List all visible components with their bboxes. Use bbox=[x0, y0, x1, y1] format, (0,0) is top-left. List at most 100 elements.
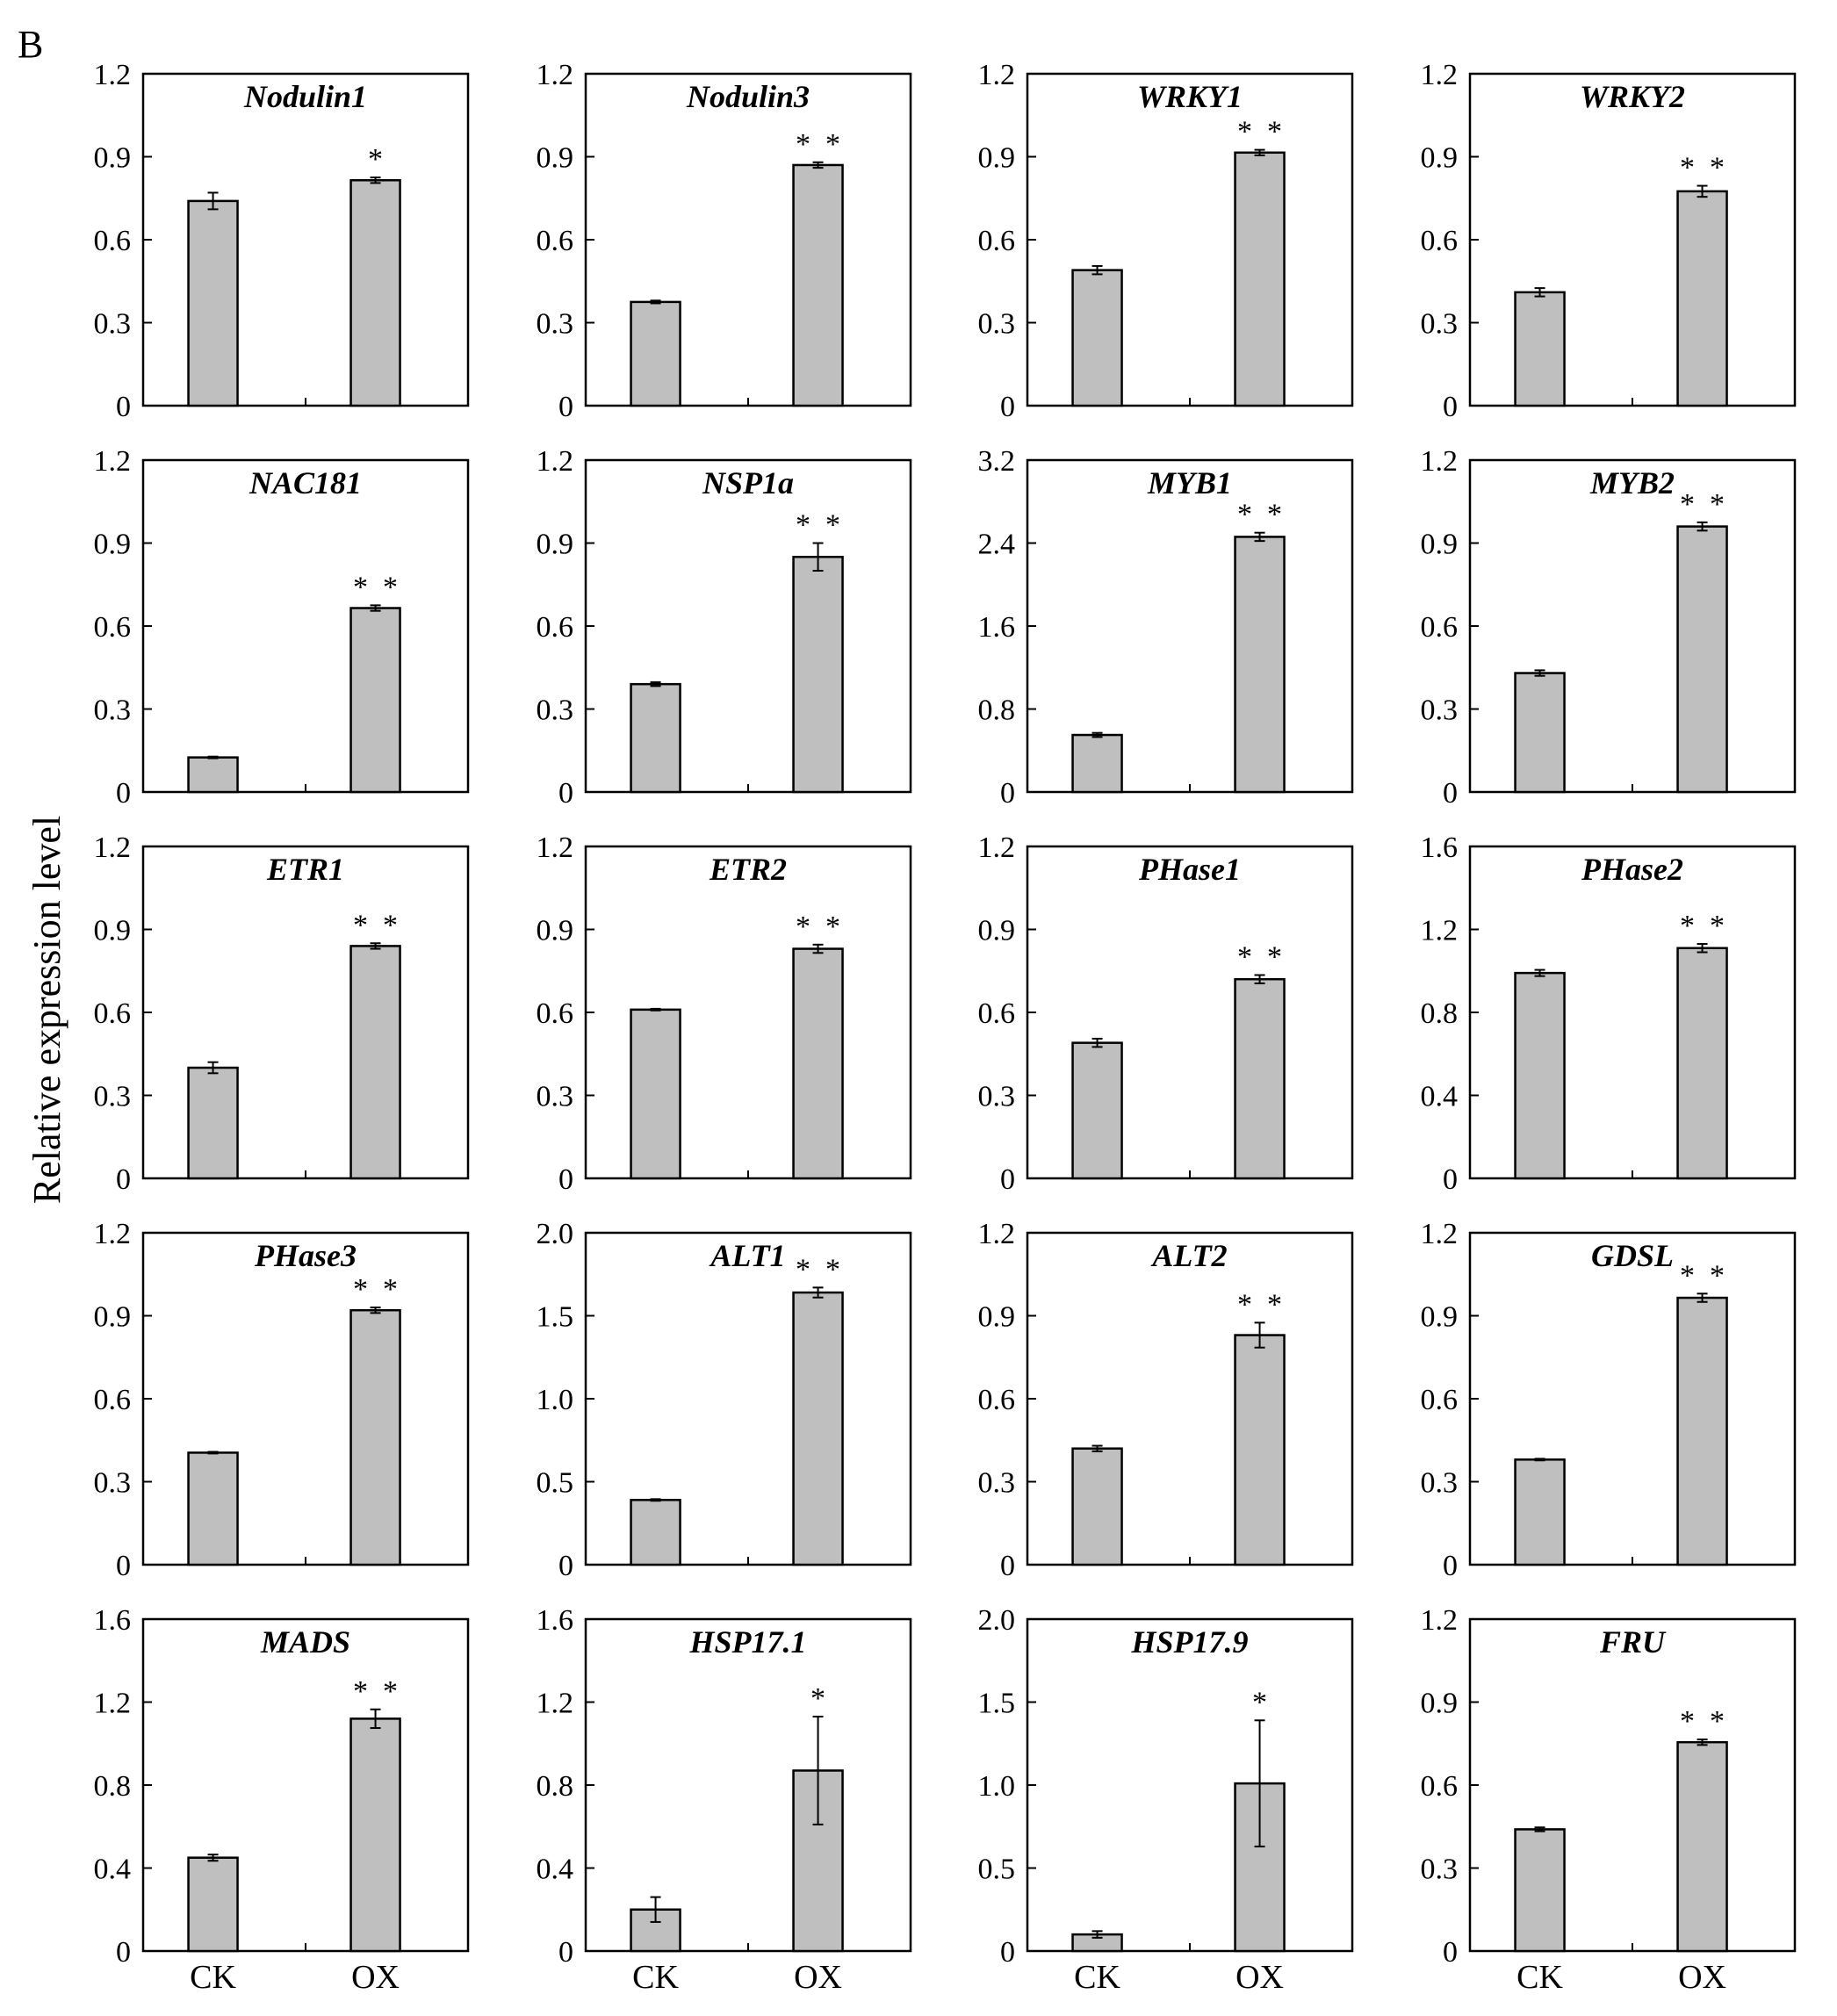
chart-panel-nac181: 0 0.3 0.6 0.9 1.2 * * NAC181 bbox=[94, 445, 470, 810]
bar-ck bbox=[187, 1066, 239, 1180]
y-tick-label: 0 bbox=[1443, 1936, 1458, 1969]
y-tick-label: 1.2 bbox=[94, 59, 132, 91]
bar-ck bbox=[630, 1008, 681, 1180]
significance-marker: * * bbox=[1680, 1705, 1725, 1738]
y-tick-label: 0.3 bbox=[1421, 695, 1459, 727]
y-tick-label: 0 bbox=[558, 1936, 573, 1969]
y-tick-label: 0.5 bbox=[978, 1854, 1016, 1886]
y-tick-label: 0.3 bbox=[94, 308, 132, 341]
y-tick-label: 1.5 bbox=[978, 1688, 1016, 1720]
gene-title: HSP17.1 bbox=[688, 1624, 806, 1660]
bar-ck bbox=[630, 300, 681, 407]
bar-ox bbox=[1234, 151, 1286, 407]
y-tick-label: 0.9 bbox=[94, 142, 132, 175]
y-tick-label: 1.2 bbox=[537, 1688, 574, 1720]
y-tick-label: 1.2 bbox=[94, 1688, 132, 1720]
y-tick-label: 1.2 bbox=[537, 59, 574, 91]
y-tick-label: 0.9 bbox=[537, 142, 574, 175]
gene-title: Nodulin3 bbox=[686, 79, 810, 114]
chart-panel-phase3: 0 0.3 0.6 0.9 1.2 * *PHase3 bbox=[94, 1218, 470, 1582]
y-tick-label: 0.9 bbox=[94, 529, 132, 561]
bar-ox bbox=[792, 556, 844, 794]
chart-panel-wrky1: 0 0.3 0.6 0.9 1.2 * *WRKY1 bbox=[978, 59, 1354, 423]
y-tick-label: 0.9 bbox=[537, 915, 574, 947]
chart-panel-nsp1a: 0 0.3 0.6 0.9 1.2 * *NSP1a bbox=[537, 445, 912, 810]
y-tick-label: 0.6 bbox=[94, 611, 132, 644]
y-tick-label: 0 bbox=[1443, 777, 1458, 810]
y-tick-label: 0 bbox=[116, 777, 131, 810]
bar-ck bbox=[1514, 1458, 1566, 1566]
significance-marker: * * bbox=[353, 1675, 398, 1708]
y-tick-label: 0.3 bbox=[978, 1467, 1016, 1500]
y-tick-label: 0.6 bbox=[1421, 1384, 1459, 1416]
y-tick-label: 0 bbox=[1000, 777, 1015, 810]
significance-marker: * * bbox=[1680, 910, 1725, 942]
x-category-label: CK bbox=[632, 1959, 679, 1996]
chart-panel-gdsl: 0 0.3 0.6 0.9 1.2 * *GDSL bbox=[1421, 1218, 1797, 1582]
y-tick-label: 3.2 bbox=[978, 445, 1016, 478]
y-tick-label: 1.2 bbox=[94, 832, 132, 864]
y-tick-label: 0 bbox=[1443, 391, 1458, 423]
y-tick-label: 0.3 bbox=[94, 1081, 132, 1113]
y-tick-label: 0 bbox=[116, 1936, 131, 1969]
y-tick-label: 1.2 bbox=[94, 445, 132, 478]
chart-panel-hsp17-1: 0 0.4 0.8 1.2 1.6 CK * OX HSP17.1 bbox=[537, 1604, 912, 1996]
significance-marker: * * bbox=[796, 509, 840, 542]
y-tick-label: 0 bbox=[116, 1163, 131, 1196]
y-tick-label: 1.2 bbox=[537, 445, 574, 478]
chart-panel-phase1: 0 0.3 0.6 0.9 1.2 * * PHase1 bbox=[978, 832, 1354, 1196]
gene-title: HSP17.9 bbox=[1130, 1624, 1248, 1660]
y-tick-label: 2.4 bbox=[978, 529, 1016, 561]
bar-ox bbox=[1676, 1740, 1728, 1953]
bar-ck bbox=[1071, 1447, 1123, 1566]
y-tick-label: 0.3 bbox=[978, 308, 1016, 341]
y-tick-label: 0.6 bbox=[537, 611, 574, 644]
bar-ox bbox=[1676, 190, 1728, 407]
bar-ox bbox=[1676, 947, 1728, 1180]
bar-ox bbox=[1234, 1334, 1286, 1566]
y-tick-label: 0.3 bbox=[537, 1081, 574, 1113]
chart-panel-hsp17-9: 0 0.5 1.0 1.5 2.0 CK * OX HSP17.9 bbox=[978, 1604, 1354, 1996]
y-tick-label: 0 bbox=[1000, 391, 1015, 423]
y-tick-label: 2.0 bbox=[978, 1604, 1016, 1637]
bar-ox bbox=[1676, 1296, 1728, 1566]
bar-ck bbox=[630, 682, 681, 794]
significance-marker: * * bbox=[796, 911, 840, 943]
y-tick-label: 0.9 bbox=[978, 1301, 1016, 1334]
chart-panel-nodulin3: 0 0.3 0.6 0.9 1.2 * * Nodulin3 bbox=[537, 59, 912, 423]
bar-ox bbox=[792, 163, 844, 407]
gene-title: ALT2 bbox=[1150, 1238, 1227, 1273]
y-tick-label: 0 bbox=[558, 1163, 573, 1196]
bar-ox bbox=[349, 945, 401, 1180]
bar-ck bbox=[1071, 1041, 1123, 1180]
bar-ck bbox=[187, 1856, 239, 1953]
y-tick-label: 0.3 bbox=[94, 1467, 132, 1500]
bar-ox bbox=[1676, 525, 1728, 794]
bar-ox bbox=[792, 947, 844, 1180]
x-category-label: CK bbox=[1516, 1959, 1563, 1996]
significance-marker: * * bbox=[796, 1253, 840, 1285]
gene-title: Nodulin1 bbox=[243, 79, 367, 114]
y-tick-label: 1.2 bbox=[978, 59, 1016, 91]
y-tick-label: 0.9 bbox=[94, 1301, 132, 1334]
y-tick-label: 1.6 bbox=[94, 1604, 132, 1637]
y-axis-label: Relative expression level bbox=[25, 816, 68, 1204]
y-tick-label: 1.2 bbox=[537, 832, 574, 864]
gene-title: ETR1 bbox=[266, 852, 344, 887]
bar-ox bbox=[792, 1291, 844, 1566]
chart-panel-nodulin1: 0 0.3 0.6 0.9 1.2 *Nodulin1 bbox=[94, 59, 470, 423]
chart-panel-phase2: 0 0.4 0.8 1.2 1.6 * * PHase2 bbox=[1421, 832, 1797, 1196]
gene-title: WRKY1 bbox=[1137, 79, 1243, 114]
y-tick-label: 0.9 bbox=[537, 529, 574, 561]
significance-marker: * * bbox=[1680, 152, 1725, 184]
y-tick-label: 0.6 bbox=[94, 1384, 132, 1416]
y-tick-label: 0.3 bbox=[1421, 1854, 1459, 1886]
x-category-label: OX bbox=[1678, 1959, 1726, 1996]
y-tick-label: 0.9 bbox=[978, 142, 1016, 175]
y-tick-label: 0.9 bbox=[978, 915, 1016, 947]
gene-title: ALT1 bbox=[709, 1238, 785, 1273]
y-tick-label: 0.8 bbox=[978, 695, 1016, 727]
gene-title: ETR2 bbox=[709, 852, 787, 887]
